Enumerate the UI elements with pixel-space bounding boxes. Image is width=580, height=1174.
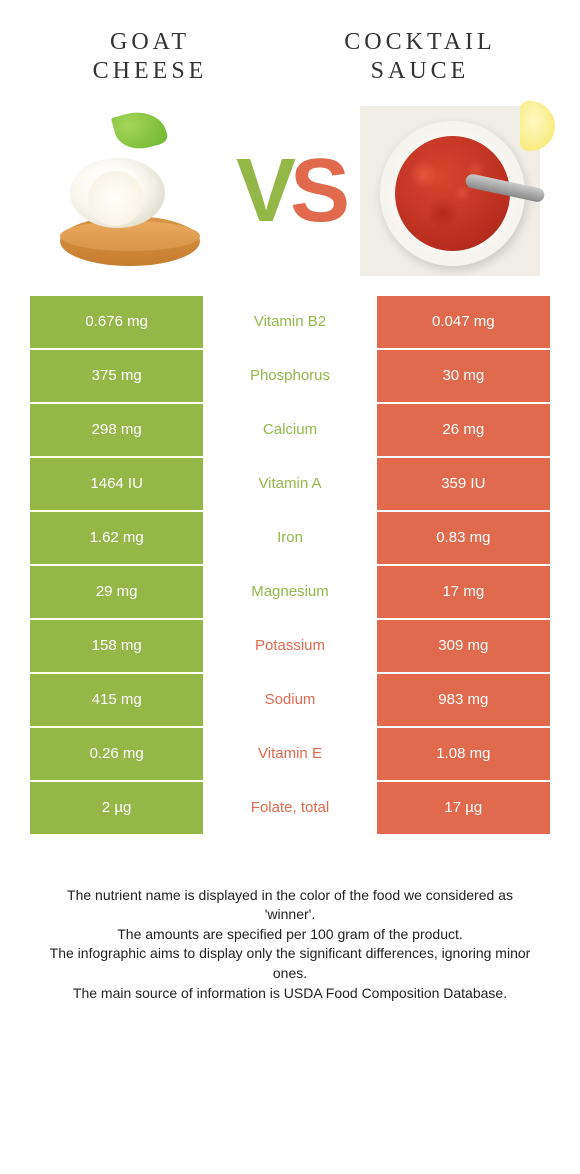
left-value-cell: 1.62 mg <box>30 512 203 564</box>
left-value-cell: 0.676 mg <box>30 296 203 348</box>
left-value-cell: 298 mg <box>30 404 203 456</box>
left-value-cell: 1464 IU <box>30 458 203 510</box>
nutrient-label-cell: Vitamin E <box>203 728 376 780</box>
footer-line: The infographic aims to display only the… <box>40 944 540 983</box>
left-value-cell: 0.26 mg <box>30 728 203 780</box>
table-row: 1464 IUVitamin A359 IU <box>30 458 550 510</box>
lemon-icon <box>520 101 555 151</box>
nutrient-label-cell: Sodium <box>203 674 376 726</box>
cheese-cut <box>88 171 143 226</box>
images-row: V S <box>0 96 580 296</box>
nutrient-label-cell: Folate, total <box>203 782 376 834</box>
nutrient-label-cell: Vitamin A <box>203 458 376 510</box>
left-value-cell: 158 mg <box>30 620 203 672</box>
left-food-title: GOAT CHEESE <box>50 28 250 86</box>
right-value-cell: 17 mg <box>377 566 550 618</box>
footer-line: The main source of information is USDA F… <box>40 984 540 1004</box>
sauce-texture <box>405 146 500 241</box>
nutrient-comparison-table: 0.676 mgVitamin B20.047 mg375 mgPhosphor… <box>0 296 580 834</box>
left-value-cell: 29 mg <box>30 566 203 618</box>
right-value-cell: 359 IU <box>377 458 550 510</box>
goat-cheese-image <box>40 106 220 276</box>
right-value-cell: 30 mg <box>377 350 550 402</box>
nutrient-label-cell: Phosphorus <box>203 350 376 402</box>
right-value-cell: 1.08 mg <box>377 728 550 780</box>
table-row: 0.26 mgVitamin E1.08 mg <box>30 728 550 780</box>
right-value-cell: 309 mg <box>377 620 550 672</box>
header: GOAT CHEESE COCKTAIL SAUCE <box>0 0 580 96</box>
table-row: 2 µgFolate, total17 µg <box>30 782 550 834</box>
right-value-cell: 17 µg <box>377 782 550 834</box>
table-row: 0.676 mgVitamin B20.047 mg <box>30 296 550 348</box>
right-value-cell: 0.047 mg <box>377 296 550 348</box>
nutrient-label-cell: Magnesium <box>203 566 376 618</box>
table-row: 158 mgPotassium309 mg <box>30 620 550 672</box>
vs-v-letter: V <box>236 146 290 236</box>
right-value-cell: 0.83 mg <box>377 512 550 564</box>
nutrient-label-cell: Vitamin B2 <box>203 296 376 348</box>
nutrient-label-cell: Calcium <box>203 404 376 456</box>
right-food-title: COCKTAIL SAUCE <box>310 28 530 86</box>
vs-s-letter: S <box>290 146 344 236</box>
table-row: 298 mgCalcium26 mg <box>30 404 550 456</box>
table-row: 29 mgMagnesium17 mg <box>30 566 550 618</box>
left-value-cell: 415 mg <box>30 674 203 726</box>
table-row: 1.62 mgIron0.83 mg <box>30 512 550 564</box>
table-row: 375 mgPhosphorus30 mg <box>30 350 550 402</box>
table-row: 415 mgSodium983 mg <box>30 674 550 726</box>
footer-line: The nutrient name is displayed in the co… <box>40 886 540 925</box>
footer-line: The amounts are specified per 100 gram o… <box>40 925 540 945</box>
footer-notes: The nutrient name is displayed in the co… <box>0 836 580 1004</box>
vs-label: V S <box>236 146 344 236</box>
left-value-cell: 2 µg <box>30 782 203 834</box>
left-value-cell: 375 mg <box>30 350 203 402</box>
nutrient-label-cell: Iron <box>203 512 376 564</box>
nutrient-label-cell: Potassium <box>203 620 376 672</box>
right-value-cell: 983 mg <box>377 674 550 726</box>
right-value-cell: 26 mg <box>377 404 550 456</box>
basil-leaf-icon <box>111 105 169 155</box>
cocktail-sauce-image <box>360 106 540 276</box>
